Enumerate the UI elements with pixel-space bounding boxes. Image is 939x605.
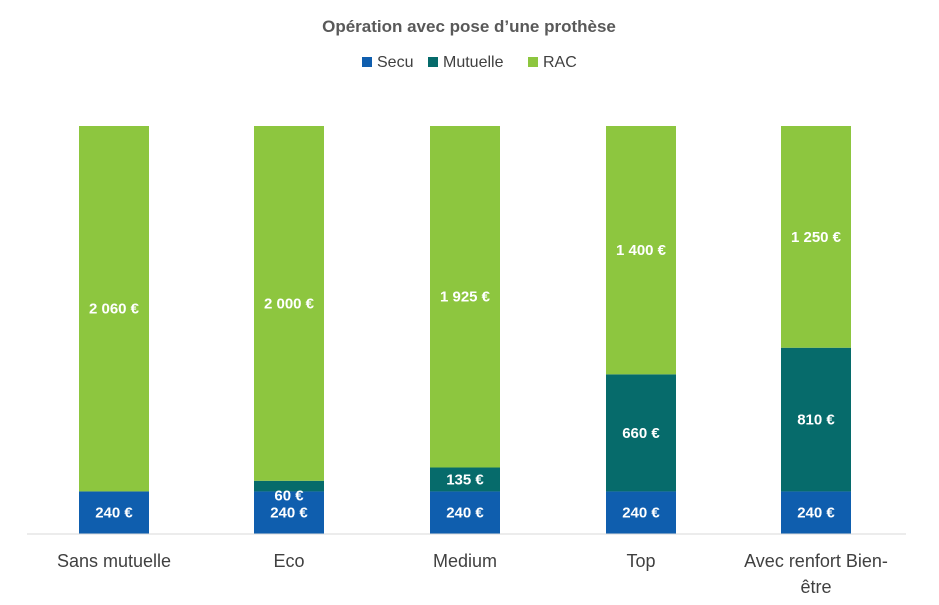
- legend-label-rac: RAC: [543, 54, 577, 71]
- bar-rac-3: [606, 126, 676, 375]
- data-label-secu-3: 240 €: [622, 505, 660, 522]
- data-label-secu-4: 240 €: [797, 505, 835, 522]
- bar-rac-4: [781, 126, 851, 348]
- category-label-2: Medium: [433, 551, 497, 571]
- bar-secu-1: [254, 491, 324, 534]
- category-label-4: être: [800, 577, 831, 597]
- legend: Secu Mutuelle RAC: [362, 54, 577, 71]
- data-label-mutuelle-3: 660 €: [622, 425, 660, 442]
- legend-swatch-secu: [362, 57, 372, 67]
- category-label-3: Top: [626, 551, 655, 571]
- data-label-mutuelle-4: 810 €: [797, 412, 835, 429]
- data-label-rac-0: 2 060 €: [89, 301, 140, 318]
- bar-secu-3: [606, 491, 676, 534]
- bar-rac-0: [79, 126, 149, 492]
- data-label-mutuelle-2: 135 €: [446, 471, 484, 488]
- category-label-1: Eco: [273, 551, 304, 571]
- bar-rac-2: [430, 126, 500, 468]
- bar-mutuelle-4: [781, 347, 851, 492]
- bar-mutuelle-1: [254, 480, 324, 492]
- data-label-secu-1: 240 €: [270, 505, 308, 522]
- bar-mutuelle-3: [606, 374, 676, 492]
- legend-swatch-rac: [528, 57, 538, 67]
- data-label-rac-2: 1 925 €: [440, 289, 491, 306]
- chart-title: Opération avec pose d’une prothèse: [322, 17, 616, 36]
- legend-label-mutuelle: Mutuelle: [443, 54, 504, 71]
- data-label-rac-4: 1 250 €: [791, 229, 842, 246]
- bar-secu-2: [430, 491, 500, 534]
- data-label-secu-0: 240 €: [95, 505, 133, 522]
- legend-swatch-mutuelle: [428, 57, 438, 67]
- data-label-mutuelle-1: 60 €: [274, 487, 304, 504]
- legend-label-secu: Secu: [377, 54, 413, 71]
- data-label-rac-3: 1 400 €: [616, 242, 667, 259]
- data-label-secu-2: 240 €: [446, 505, 484, 522]
- data-label-rac-1: 2 000 €: [264, 295, 315, 312]
- bar-secu-0: [79, 491, 149, 534]
- bar-rac-1: [254, 126, 324, 481]
- category-label-4: Avec renfort Bien-: [744, 551, 888, 571]
- bar-mutuelle-2: [430, 467, 500, 492]
- category-label-0: Sans mutuelle: [57, 551, 171, 571]
- bar-secu-4: [781, 491, 851, 534]
- bars: 240 €2 060 €240 €60 €2 000 €240 €135 €1 …: [79, 126, 851, 534]
- category-labels: Sans mutuelle Eco Medium Top Avec renfort Bi…: [57, 551, 888, 597]
